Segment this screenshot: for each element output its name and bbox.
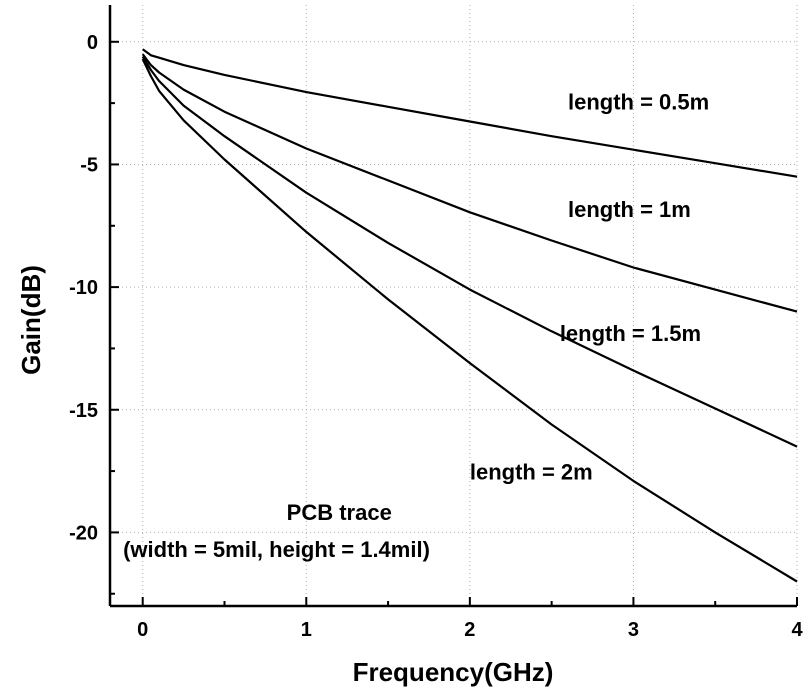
y-tick-label: -10 bbox=[69, 277, 98, 299]
y-tick-label: -5 bbox=[80, 154, 98, 176]
x-axis-title: Frequency(GHz) bbox=[353, 657, 554, 687]
annotation-label: length = 1.5m bbox=[560, 321, 701, 346]
x-tick-label: 0 bbox=[137, 619, 148, 641]
x-tick-label: 4 bbox=[791, 619, 803, 641]
annotation-label: length = 1m bbox=[568, 197, 691, 222]
x-tick-label: 2 bbox=[464, 619, 475, 641]
x-tick-label: 3 bbox=[628, 619, 639, 641]
y-axis-title: Gain(dB) bbox=[16, 265, 46, 375]
y-tick-label: -15 bbox=[69, 400, 98, 422]
y-tick-label: -20 bbox=[69, 522, 98, 544]
series-line bbox=[141, 55, 798, 448]
annotation-label: length = 2m bbox=[470, 460, 593, 485]
annotation-label: length = 0.5m bbox=[568, 89, 709, 114]
series-line bbox=[141, 58, 798, 583]
axes: 0 1 2 3 4 0 -5 -10 -15 -20 bbox=[69, 5, 803, 641]
y-tick-label: 0 bbox=[87, 32, 98, 54]
x-tick-label: 1 bbox=[301, 619, 312, 641]
series-line bbox=[142, 48, 798, 178]
series-line bbox=[141, 53, 798, 313]
annotation-label: PCB trace bbox=[287, 500, 392, 525]
annotations: length = 0.5m length = 1m length = 1.5m len… bbox=[123, 89, 709, 562]
grid bbox=[110, 5, 798, 606]
annotation-label: (width = 5mil, height = 1.4mil) bbox=[123, 537, 430, 562]
series-lines bbox=[141, 48, 798, 583]
